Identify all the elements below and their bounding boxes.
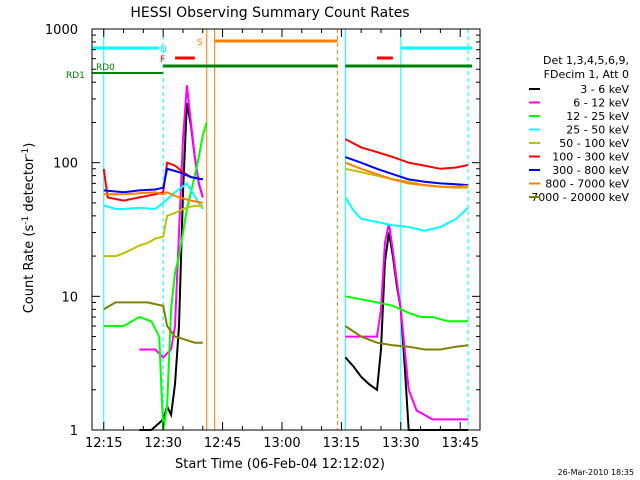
plot-area: N S F RD0 RD1 1 10 100 1000 12:15 12:30 12:45 13:00 1… [45, 23, 481, 451]
series-line [103, 161, 469, 204]
footer-timestamp: 26-Mar-2010 18:35 [558, 468, 635, 477]
legend-header-line: Det 1,3,4,5,6,9, [543, 54, 629, 67]
series-line [103, 156, 469, 194]
legend: Det 1,3,4,5,6,9, FDecim 1, Att 0 3 - 6 k… [529, 54, 629, 204]
flag-label: F [160, 55, 165, 65]
series-line [139, 85, 469, 421]
x-tick-label: 12:30 [144, 436, 181, 451]
y-axis-label-part: Count Rate (s [22, 225, 37, 314]
series-line [103, 181, 469, 232]
legend-entry: 3 - 6 keV [580, 83, 629, 96]
plot-frame [91, 28, 481, 431]
x-tick-label: 12:15 [85, 436, 122, 451]
legend-entry: 12 - 25 keV [566, 110, 629, 123]
flag-label: RD0 [96, 63, 115, 73]
flag-label: N [160, 45, 167, 55]
y-axis-label-part: ) [22, 143, 37, 148]
legend-entry: 100 - 300 keV [552, 151, 629, 164]
series-line [103, 301, 469, 351]
y-tick-label: 1 [70, 424, 78, 439]
legend-entry: 7000 - 20000 keV [531, 191, 629, 204]
series-line [102, 138, 469, 202]
y-axis-label-part: detector [22, 156, 37, 216]
y-tick-label: 1000 [45, 23, 78, 38]
flag-label: RD1 [66, 71, 85, 81]
x-tick-label: 13:00 [263, 436, 300, 451]
x-axis-label: Start Time (06-Feb-04 12:12:02) [175, 457, 385, 472]
x-tick-label: 13:45 [441, 436, 478, 451]
x-tick-label: 12:45 [204, 436, 241, 451]
chart-title: HESSI Observing Summary Count Rates [130, 5, 409, 21]
flag-label: S [197, 38, 203, 48]
x-tick-label: 13:15 [323, 436, 360, 451]
legend-entry: 800 - 7000 keV [545, 178, 629, 191]
y-axis-label-superscript: -1 [21, 216, 31, 225]
legend-entry: 6 - 12 keV [573, 97, 629, 110]
y-tick-label: 10 [61, 290, 78, 305]
series-line [103, 122, 469, 431]
legend-header-line: FDecim 1, Att 0 [544, 68, 629, 81]
x-tick-label: 13:30 [382, 436, 419, 451]
y-axis-label-superscript: -1 [21, 148, 31, 157]
y-axis-label: Count Rate (s-1 detector-1) [21, 143, 37, 314]
legend-entry: 25 - 50 keV [566, 124, 629, 137]
y-tick-label: 100 [53, 157, 78, 172]
legend-entry: 300 - 800 keV [552, 164, 629, 177]
legend-entry: 50 - 100 keV [559, 137, 629, 150]
